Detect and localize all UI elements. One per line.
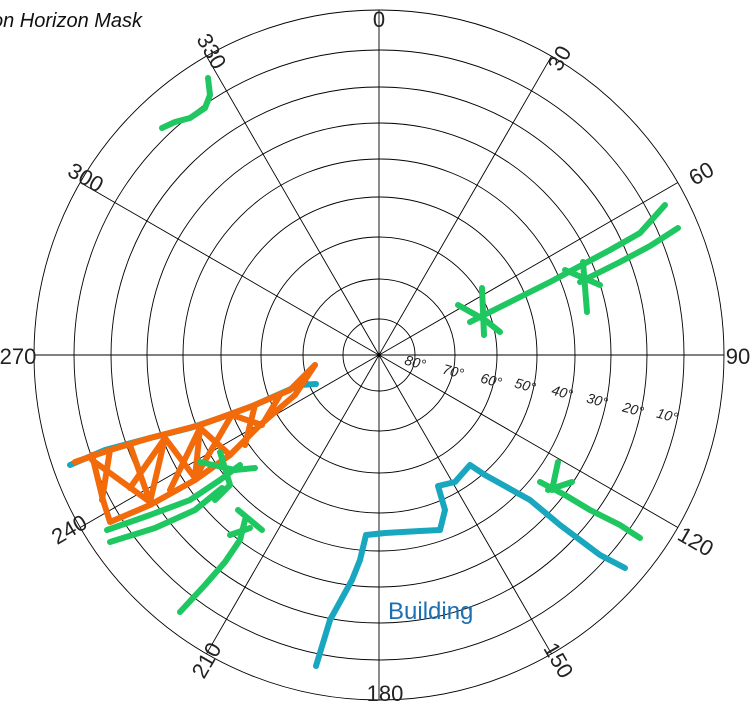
elevation-label-80: 80°	[403, 352, 428, 373]
polar-grid	[33, 9, 725, 701]
azimuth-label-330: 330	[191, 29, 231, 73]
elevation-label-30: 30°	[585, 390, 610, 411]
structure-lattice	[89, 392, 283, 505]
vegetation-sw-3	[177, 507, 265, 615]
vegetation-ne-2	[577, 225, 681, 285]
vegetation-ne-marks	[455, 259, 603, 338]
azimuth-label-90: 90	[726, 344, 750, 369]
elevation-label-10: 10°	[655, 405, 680, 426]
azimuth-label-60: 60	[684, 157, 718, 191]
plot-title: on Horizon Mask	[0, 10, 143, 32]
vegetation-sw-2	[107, 485, 225, 545]
elevation-label-60: 60°	[479, 370, 504, 391]
building-label: Building	[388, 598, 473, 625]
azimuth-label-0: 0	[373, 7, 385, 32]
elevation-label-50: 50°	[513, 375, 538, 396]
azimuth-label-120: 120	[674, 521, 718, 561]
azimuth-label-240: 240	[47, 509, 91, 549]
azimuth-labels: 0 30 60 90 120 150 180 210 240 270 300 3…	[0, 7, 750, 706]
building-outline	[313, 462, 628, 669]
spoke-150-330	[206, 55, 552, 655]
elevation-label-20: 20°	[620, 398, 646, 419]
vegetation-se	[537, 459, 643, 541]
building-mask	[67, 381, 628, 669]
azimuth-label-180: 180	[367, 681, 404, 706]
elevation-label-70: 70°	[441, 361, 466, 382]
azimuth-label-300: 300	[64, 157, 108, 197]
elevation-label-40: 40°	[550, 382, 575, 403]
vegetation-nw	[159, 75, 213, 131]
azimuth-label-150: 150	[538, 638, 578, 682]
azimuth-label-270: 270	[0, 344, 36, 369]
vegetation-mask	[104, 75, 681, 615]
structure-mask	[72, 362, 318, 525]
vegetation-ne-1	[467, 202, 668, 325]
elevation-labels: 80° 70° 60° 50° 40° 30° 20° 10°	[403, 352, 680, 426]
azimuth-label-30: 30	[543, 41, 577, 75]
vegetation-sw-marks	[197, 449, 258, 503]
